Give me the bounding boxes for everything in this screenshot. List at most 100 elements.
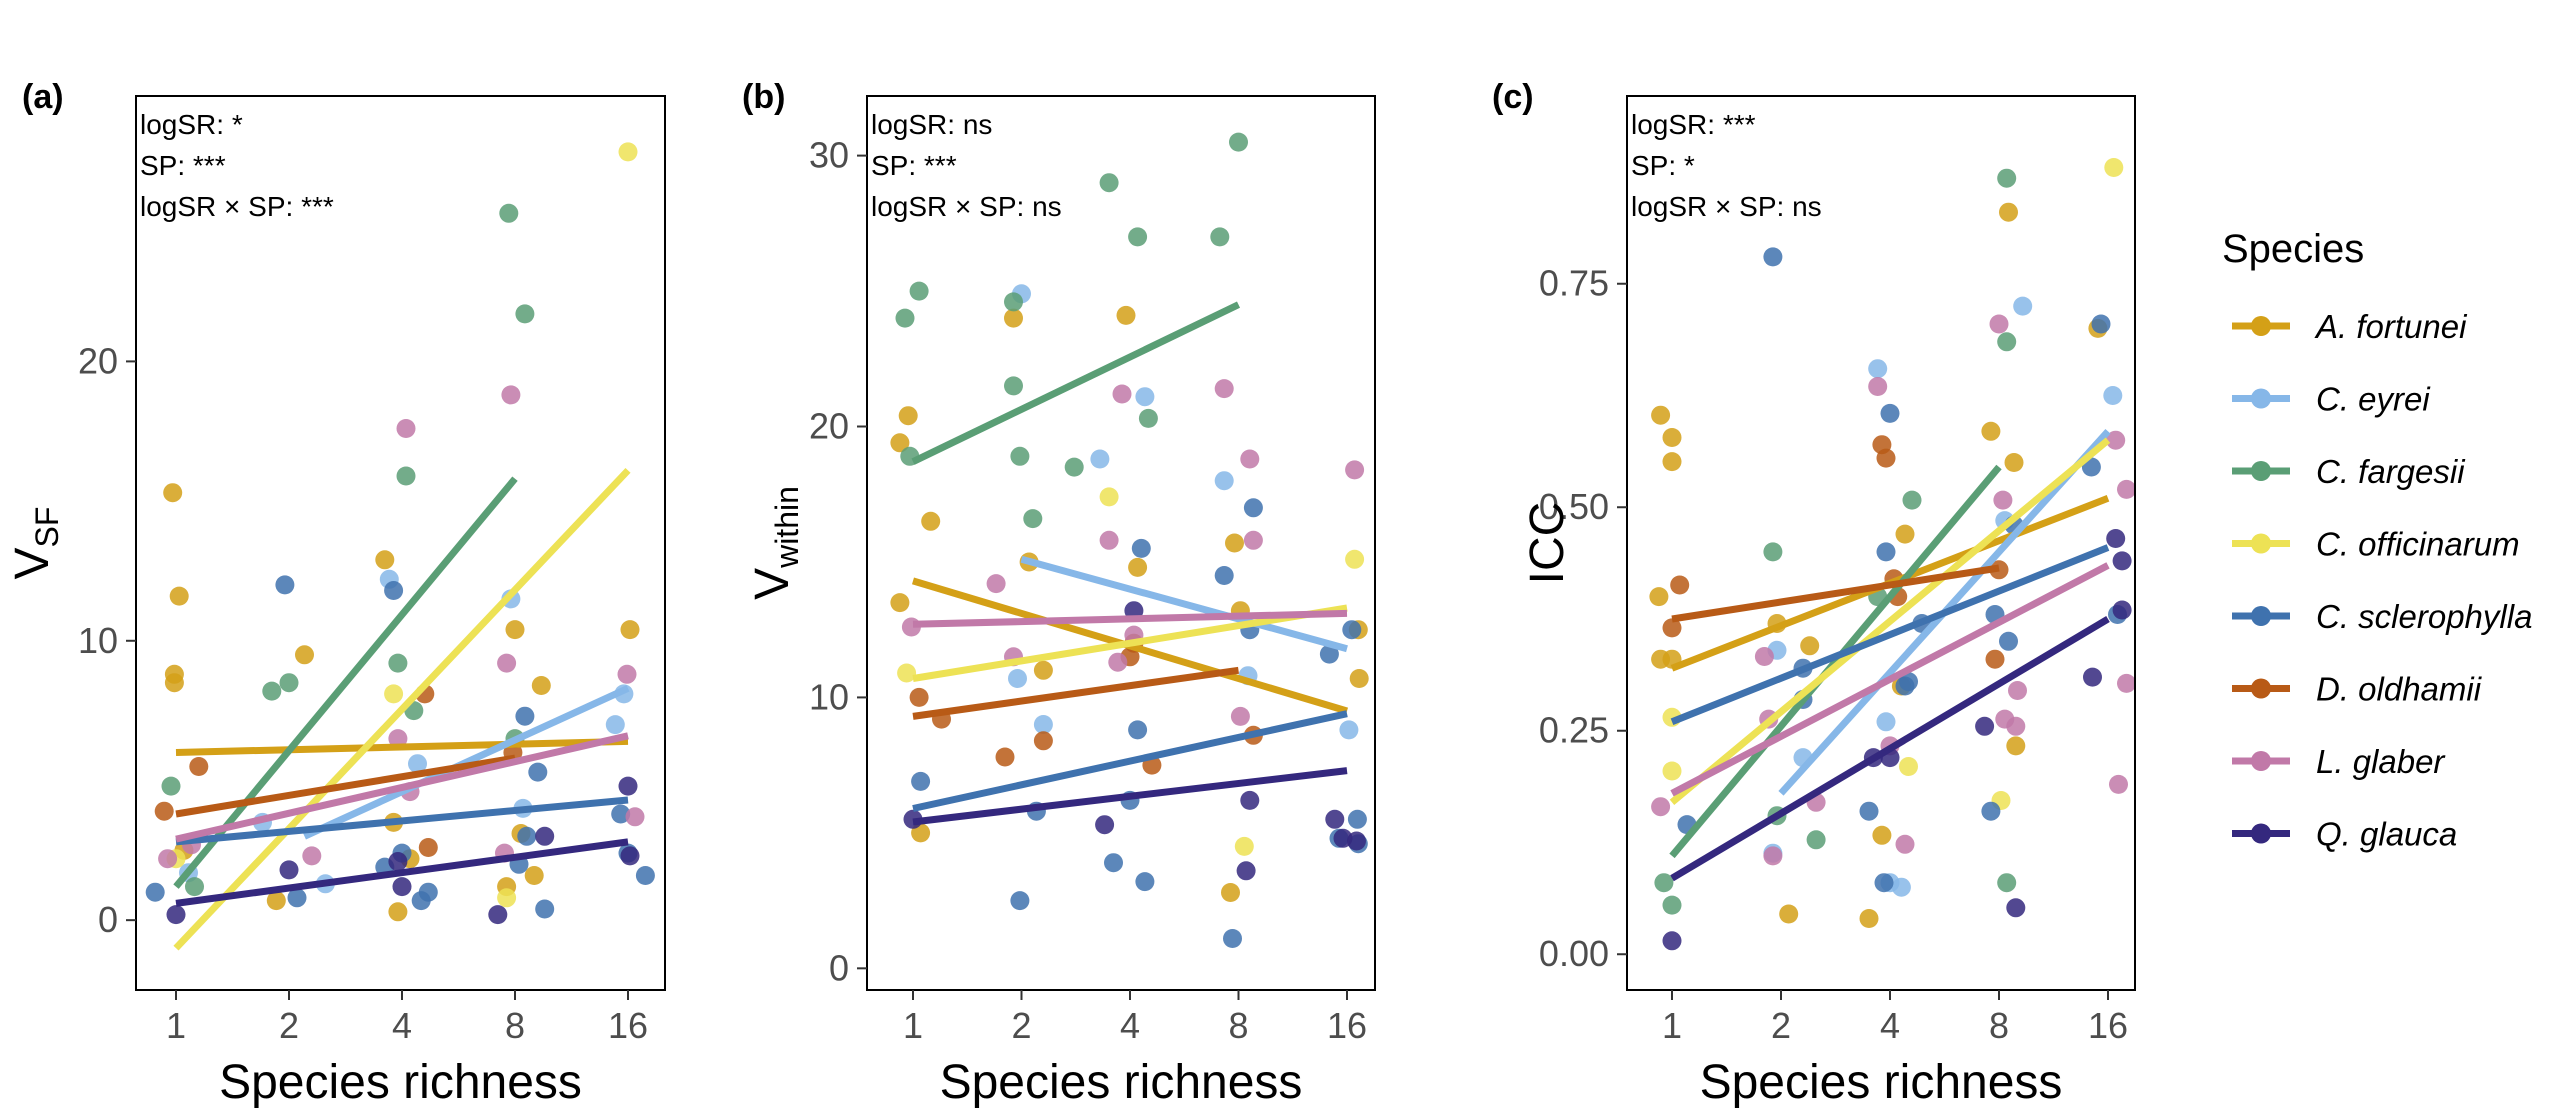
x-tick-label: 4 <box>1120 1005 1140 1046</box>
fit-line <box>912 666 1239 720</box>
data-point <box>890 593 910 613</box>
data-point <box>266 891 286 911</box>
data-point <box>2006 736 2026 756</box>
data-point <box>1999 202 2018 222</box>
data-point <box>1010 446 1030 466</box>
legend-key-point <box>2251 751 2271 771</box>
data-point <box>1099 530 1119 550</box>
data-point <box>388 729 408 749</box>
fit-line <box>1671 564 2000 623</box>
data-point <box>1131 538 1151 558</box>
y-axis-title: Vwithin <box>746 486 805 600</box>
data-point <box>1128 557 1148 577</box>
data-point <box>617 664 637 684</box>
fit-line <box>912 767 1348 826</box>
y-tick-label: 10 <box>78 620 118 661</box>
data-point <box>2117 479 2135 499</box>
data-point <box>1999 631 2018 651</box>
x-tick-label: 8 <box>1228 1005 1248 1046</box>
data-point <box>605 715 625 735</box>
data-point <box>169 586 189 606</box>
fit-line <box>173 467 631 951</box>
y-tick-label: 0 <box>98 899 118 940</box>
data-point <box>163 483 183 503</box>
data-point <box>279 673 299 693</box>
data-point <box>1654 873 1674 893</box>
data-point <box>158 849 178 869</box>
data-point <box>384 581 404 600</box>
data-point <box>1099 487 1119 507</box>
data-point <box>1342 620 1362 640</box>
data-point <box>909 281 929 301</box>
data-point <box>505 620 525 640</box>
panel-frame <box>866 95 1376 991</box>
data-point <box>1347 809 1367 829</box>
data-point <box>1975 716 1995 736</box>
data-point <box>535 826 555 846</box>
data-point <box>1662 931 1682 951</box>
data-point <box>392 877 412 897</box>
legend-key-point <box>2251 606 2271 626</box>
data-point <box>2109 774 2128 794</box>
data-point <box>161 776 181 796</box>
data-point <box>1868 377 1888 396</box>
y-axis-title-subscript: SF <box>29 507 65 548</box>
data-point <box>1223 929 1242 948</box>
y-tick-label: 0.00 <box>1539 933 1609 974</box>
significance-annotation: SP: * <box>1631 150 1695 181</box>
data-point <box>2008 681 2027 700</box>
data-point <box>396 419 416 438</box>
significance-annotation: logSR × SP: *** <box>140 191 334 222</box>
fit-line <box>303 685 630 840</box>
panel-frame <box>135 95 666 991</box>
data-point <box>524 866 544 885</box>
data-point <box>1899 757 1918 776</box>
data-point <box>1234 836 1254 856</box>
y-axis-title-main: V <box>746 568 799 600</box>
data-point <box>1236 861 1256 881</box>
data-point <box>275 575 295 595</box>
fit-line <box>175 732 629 843</box>
data-point <box>1763 542 1783 562</box>
x-tick-label: 2 <box>279 1005 299 1046</box>
data-point <box>531 676 551 695</box>
data-point <box>418 838 438 857</box>
data-point <box>1319 644 1339 664</box>
data-point <box>279 860 299 880</box>
data-point <box>384 684 404 704</box>
data-point <box>154 801 174 821</box>
data-point <box>388 902 408 922</box>
data-point <box>1997 873 2017 893</box>
y-tick-label: 10 <box>809 676 849 717</box>
legend-key-point <box>2251 678 2271 699</box>
legend-label: D. oldhamii <box>2316 671 2483 708</box>
data-point <box>1004 292 1023 312</box>
data-point <box>1895 834 1915 854</box>
y-axis-title-main: V <box>6 547 59 579</box>
data-point <box>986 574 1006 594</box>
data-point <box>1064 457 1084 477</box>
data-point <box>1004 308 1023 328</box>
fit-line <box>175 754 516 818</box>
fit-line <box>912 604 1348 682</box>
plot-area <box>145 142 655 951</box>
data-point <box>620 620 640 640</box>
data-point <box>1108 652 1128 672</box>
panel-1: (b) 1 2 4 8 16 0 10 20 30 Species richness Vwithin l… <box>742 78 1376 1109</box>
legend-label: C. fargesii <box>2316 453 2466 490</box>
data-point <box>635 866 655 885</box>
legend-key-point <box>2251 388 2271 409</box>
fit-line <box>912 609 1348 628</box>
data-point <box>2006 898 2026 918</box>
y-axis-title: VSF <box>6 507 65 580</box>
data-point <box>1104 853 1123 873</box>
data-point <box>995 747 1015 767</box>
legend: Species A. fortunei C. eyrei C. fargesii C. … <box>2222 227 2532 853</box>
data-point <box>497 888 517 908</box>
y-tick-label: 0.25 <box>1539 710 1609 751</box>
fit-line <box>1669 437 2111 805</box>
data-point <box>1230 706 1250 726</box>
y-axis-title: ICC <box>1521 502 1574 585</box>
data-point <box>1651 797 1671 817</box>
data-point <box>1240 790 1260 810</box>
